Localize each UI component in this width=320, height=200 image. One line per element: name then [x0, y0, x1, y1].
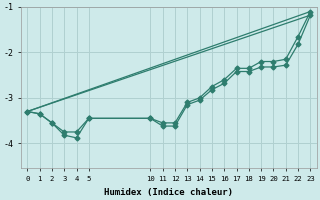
- X-axis label: Humidex (Indice chaleur): Humidex (Indice chaleur): [104, 188, 233, 197]
